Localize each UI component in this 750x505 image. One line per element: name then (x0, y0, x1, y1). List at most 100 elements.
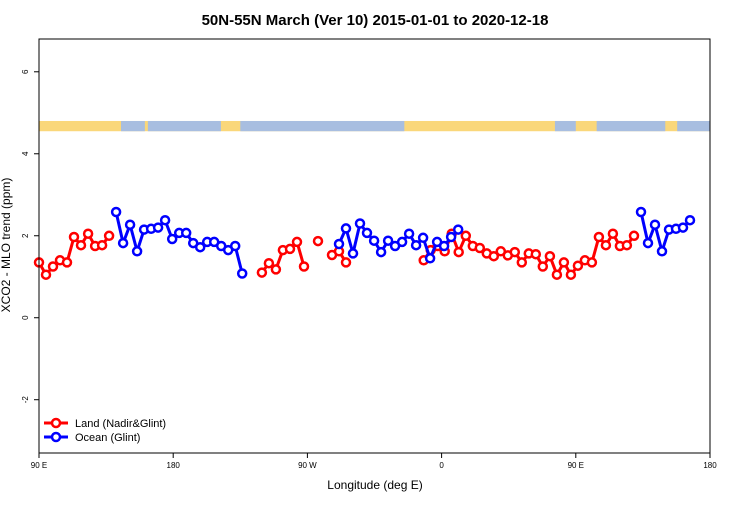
legend: Land (Nadir&Glint) Ocean (Glint) (44, 417, 166, 444)
x-tick-label-2: 90 W (298, 461, 317, 470)
legend-ocean-label: Ocean (Glint) (75, 432, 140, 444)
legend-ocean-marker (50, 431, 62, 443)
series-ocean-point-1-16 (445, 231, 457, 243)
x-tick-label-5: 180 (703, 461, 717, 470)
strip-ocean-span-2 (240, 120, 405, 132)
series-land-point-4-21 (565, 269, 577, 280)
series-ocean-point-0-1 (117, 237, 129, 249)
series-ocean-point-1-11 (410, 239, 422, 251)
series-ocean-point-1-0 (333, 238, 345, 250)
series-ocean-point-0-6 (152, 222, 164, 233)
series-land-point-0-2 (47, 261, 59, 272)
x-axis: 90 E 180 90 W 0 90 E 180 (31, 453, 717, 470)
series-land-point-4-25 (593, 231, 605, 243)
series-land-point-4-14 (516, 257, 528, 268)
legend-land-marker (50, 417, 62, 429)
series-ocean-point-0-12 (194, 241, 206, 253)
series-ocean-point-1-4 (361, 227, 373, 239)
series-land-point-4-18 (544, 250, 556, 262)
series-ocean-point-2-7 (684, 214, 696, 226)
series-land-point-4-20 (558, 257, 570, 268)
series-land-point-1-1 (263, 257, 275, 269)
series-ocean-point-1-15 (438, 240, 450, 252)
y-axis: -2 0 2 4 6 (21, 69, 39, 403)
series-ocean-point-0-7 (159, 214, 171, 226)
series-land-point-4-13 (509, 246, 521, 258)
series-land-point-4-17 (537, 261, 549, 272)
y-tick-label-3: 4 (21, 151, 30, 156)
plot-frame (38, 38, 711, 454)
series-land-point-4-10 (488, 250, 500, 262)
x-tick-label-4: 90 E (568, 461, 584, 470)
series-ocean-point-1-3 (354, 218, 366, 229)
series-ocean-point-1-12 (417, 232, 429, 244)
y-tick-label-4: 6 (21, 69, 30, 74)
series-land-point-0-10 (103, 230, 115, 242)
legend-land-label: Land (Nadir&Glint) (75, 418, 166, 430)
series-ocean-point-0-10 (180, 227, 192, 239)
series-ocean-point-0-18 (236, 268, 248, 279)
series-ocean-point-0-3 (131, 246, 143, 257)
series-land-point-4-30 (628, 230, 640, 242)
series-ocean-point-0-2 (124, 219, 136, 230)
series-layer (33, 206, 696, 280)
series-land-point-1-0 (256, 267, 268, 278)
x-tick-label-1: 180 (167, 461, 181, 470)
series-land-point-1-6 (298, 261, 310, 272)
chart-title: 50N-55N March (Ver 10) 2015-01-01 to 202… (202, 12, 549, 29)
series-land-point-4-24 (586, 257, 598, 268)
series-land-point-2-0 (312, 235, 324, 247)
series-land-point-0-9 (96, 239, 108, 251)
y-tick-label-2: 2 (21, 233, 30, 238)
strip-ocean-span-1 (147, 120, 221, 132)
strip-ocean-span-0 (121, 120, 145, 132)
series-land-point-4-8 (474, 242, 486, 254)
legend-item-land: Land (Nadir&Glint) (44, 417, 166, 430)
series-ocean-point-1-9 (396, 236, 408, 248)
series-land-point-0-7 (82, 228, 94, 239)
land-ocean-strip (39, 120, 710, 132)
series-ocean-point-1-13 (424, 253, 436, 264)
x-tick-label-0: 90 E (31, 461, 47, 470)
series-land-point-4-19 (551, 269, 563, 280)
x-axis-label: Longitude (deg E) (327, 478, 422, 492)
series-land-point-4-26 (600, 239, 612, 251)
series-ocean-point-0-0 (110, 206, 122, 218)
series-land-point-4-6 (460, 230, 472, 242)
series-land-point-4-27 (607, 228, 619, 239)
series-land-point-4-29 (621, 239, 633, 251)
series-ocean-point-2-1 (642, 237, 654, 249)
series-land-point-4-5 (453, 246, 464, 258)
y-tick-label-0: -2 (21, 396, 30, 404)
series-land-point-1-2 (270, 264, 282, 275)
series-ocean-point-1-1 (340, 223, 352, 234)
series-land-point-0-4 (61, 257, 73, 268)
series-land-point-4-22 (572, 260, 584, 271)
series-ocean-point-1-7 (382, 235, 394, 246)
series-ocean-point-2-3 (656, 246, 668, 257)
strip-ocean-span-5 (677, 120, 710, 132)
legend-item-ocean: Ocean (Glint) (44, 431, 140, 444)
series-land-point-1-5 (291, 236, 303, 248)
series-land-point-3-2 (340, 257, 352, 268)
series-ocean-point-1-17 (452, 224, 464, 235)
series-land-point-0-5 (68, 231, 80, 243)
series-ocean-point-2-2 (649, 219, 661, 230)
series-land-point-0-1 (40, 269, 52, 280)
series-ocean-point-2-0 (635, 206, 647, 218)
series-ocean-point-2-6 (677, 222, 689, 233)
y-tick-label-1: 0 (21, 315, 30, 320)
series-land-point-4-16 (530, 248, 542, 260)
series-ocean-point-0-17 (229, 240, 241, 252)
series-ocean-point-1-10 (403, 228, 415, 239)
strip-ocean-span-3 (554, 120, 576, 132)
strip-ocean-span-4 (596, 120, 666, 132)
series-ocean-point-0-8 (166, 233, 178, 245)
series-land-point-0-6 (75, 239, 87, 251)
series-ocean-point-1-6 (375, 246, 387, 258)
series-land-point-1-4 (284, 243, 296, 255)
y-axis-label: XCO2 - MLO trend (ppm) (0, 178, 13, 313)
series-ocean-point-1-2 (347, 248, 359, 259)
x-tick-label-3: 0 (439, 461, 444, 470)
